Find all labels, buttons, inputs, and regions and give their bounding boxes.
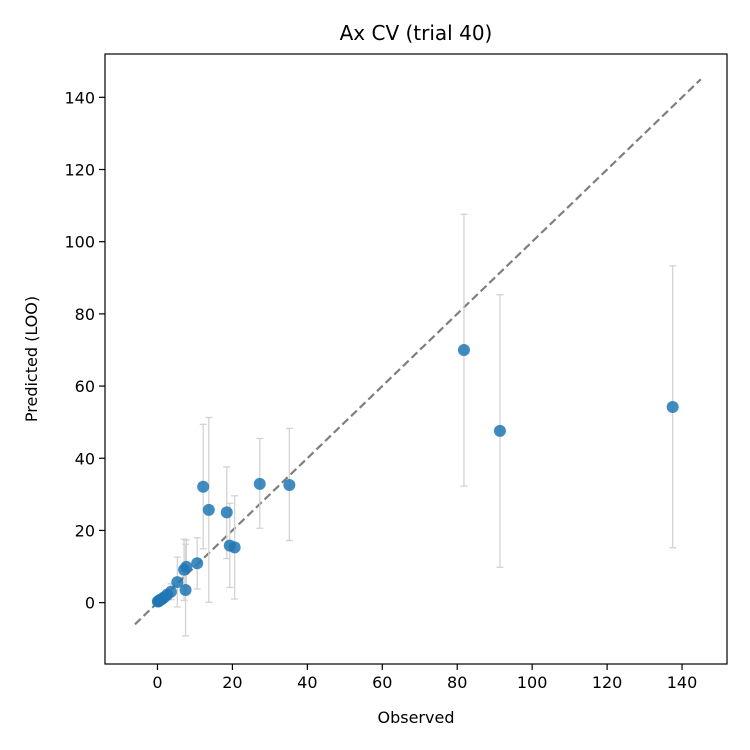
y-tick-label: 0 bbox=[85, 594, 95, 613]
data-point bbox=[202, 503, 215, 516]
data-point bbox=[493, 424, 506, 437]
data-point bbox=[283, 478, 296, 491]
data-point bbox=[151, 595, 164, 608]
x-tick-label: 60 bbox=[372, 673, 392, 692]
y-tick-label: 40 bbox=[75, 449, 95, 468]
x-tick-label: 80 bbox=[447, 673, 467, 692]
x-tick-label: 0 bbox=[152, 673, 162, 692]
data-point bbox=[178, 563, 191, 576]
x-axis: 0 20 40 60 80 100 120 140 bbox=[152, 664, 697, 692]
x-tick-label: 120 bbox=[592, 673, 623, 692]
y-tick-label: 60 bbox=[75, 377, 95, 396]
data-point bbox=[191, 557, 204, 570]
y-tick-label: 80 bbox=[75, 305, 95, 324]
reference-diagonal-line bbox=[134, 78, 702, 626]
x-tick-label: 140 bbox=[667, 673, 698, 692]
y-tick-label: 140 bbox=[64, 88, 95, 107]
data-point bbox=[223, 539, 236, 552]
x-tick-label: 100 bbox=[517, 673, 548, 692]
chart-title: Ax CV (trial 40) bbox=[340, 21, 493, 45]
plot-frame bbox=[104, 53, 728, 665]
data-point bbox=[179, 584, 192, 597]
x-axis-label: Observed bbox=[378, 708, 455, 727]
y-tick-label: 120 bbox=[64, 161, 95, 180]
plot-area bbox=[134, 78, 702, 637]
data-point bbox=[457, 343, 470, 356]
data-point bbox=[666, 401, 679, 414]
data-point bbox=[220, 506, 233, 519]
x-tick-label: 20 bbox=[222, 673, 242, 692]
data-point bbox=[197, 480, 210, 493]
data-point bbox=[171, 576, 184, 589]
y-axis: 0 20 40 60 80 100 120 140 bbox=[64, 88, 105, 613]
y-axis-label: Predicted (LOO) bbox=[22, 296, 41, 422]
x-tick-label: 40 bbox=[297, 673, 317, 692]
y-tick-label: 20 bbox=[75, 521, 95, 540]
y-tick-label: 100 bbox=[64, 233, 95, 252]
data-point bbox=[253, 477, 266, 490]
